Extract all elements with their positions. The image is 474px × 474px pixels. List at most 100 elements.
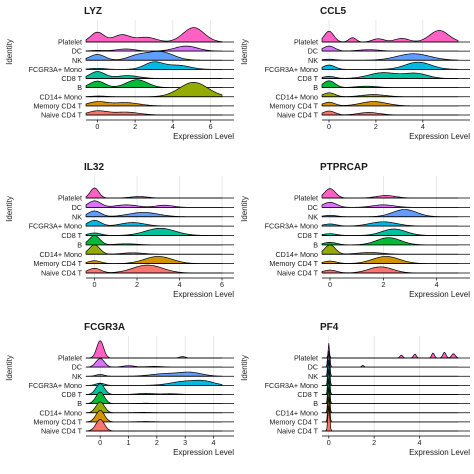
ridge-dc [85, 358, 223, 368]
ridge-memory-cd4-t [321, 396, 459, 423]
category-label: NK [72, 372, 82, 381]
ridge-fcgr3a-mono [321, 61, 459, 70]
ridge-nk [321, 53, 459, 61]
ridge-platelet [85, 27, 223, 43]
category-label: B [313, 240, 318, 249]
x-tick-label: 2 [381, 280, 385, 289]
category-label: CD8 T [297, 231, 318, 240]
x-tick-label: 2 [374, 122, 378, 131]
x-tick-label: 2 [372, 438, 376, 447]
ridge-cd14-mono [321, 387, 459, 414]
category-label: CD14+ Mono [275, 92, 318, 101]
category-label: Memory CD4 T [33, 417, 82, 426]
ridge-platelet [321, 30, 459, 43]
ridge-nk [85, 50, 223, 61]
category-label: DC [308, 203, 318, 212]
category-label: B [77, 399, 82, 408]
category-label: DC [72, 363, 82, 372]
category-label: B [313, 399, 318, 408]
x-axis-title: Expression Level [173, 132, 234, 141]
x-axis-title: Expression Level [409, 132, 470, 141]
ridge-cd8-t [321, 368, 459, 395]
x-tick-label: 4 [171, 122, 175, 131]
category-label: FCGR3A+ Mono [265, 222, 318, 231]
category-label: Memory CD4 T [269, 259, 318, 268]
x-tick-label: 6 [209, 122, 213, 131]
ridge-memory-cd4-t [85, 101, 223, 107]
ridge-platelet [85, 340, 223, 359]
y-axis-title: Identity [240, 196, 249, 222]
ridge-b [85, 235, 223, 246]
x-tick-label: 0 [327, 438, 331, 447]
ridge-naive-cd4-t [85, 264, 223, 274]
ridge-fcgr3a-mono [321, 359, 459, 386]
ridge-b [321, 80, 459, 88]
y-axis-title: Identity [5, 39, 14, 65]
category-label: NK [308, 212, 318, 221]
x-tick-label: 4 [417, 438, 421, 447]
category-label: CD14+ Mono [39, 250, 82, 259]
y-axis-title: Identity [5, 196, 14, 222]
category-label: NK [308, 56, 318, 65]
x-axis-title: Expression Level [409, 290, 470, 299]
ridge-naive-cd4-t [321, 405, 459, 432]
category-label: Naive CD4 T [277, 111, 319, 120]
ridge-fcgr3a-mono [321, 221, 459, 227]
x-axis-title: Expression Level [173, 290, 234, 299]
ridge-platelet [321, 351, 459, 359]
category-label: Platelet [58, 354, 82, 363]
ridge-fcgr3a-mono [85, 61, 223, 70]
category-label: CD8 T [297, 74, 318, 83]
category-label: FCGR3A+ Mono [29, 222, 82, 231]
x-tick-label: 2 [135, 280, 139, 289]
category-label: NK [308, 372, 318, 381]
category-label: Memory CD4 T [33, 259, 82, 268]
ridge-fcgr3a-mono [85, 379, 223, 386]
ridge-cd14-mono [321, 92, 459, 98]
category-label: Platelet [294, 194, 318, 203]
category-label: B [313, 83, 318, 92]
x-tick-label: 0 [95, 122, 99, 131]
ridge-dc [85, 200, 223, 208]
ridge-nk [85, 371, 223, 377]
category-label: B [77, 83, 82, 92]
category-label: DC [308, 363, 318, 372]
ridge-platelet [85, 187, 223, 199]
y-axis-title: Identity [240, 355, 249, 381]
category-label: Naive CD4 T [41, 427, 83, 436]
panel-title: IL32 [84, 162, 104, 173]
x-tick-label: 2 [155, 438, 159, 447]
category-label: Platelet [294, 354, 318, 363]
category-label: NK [72, 212, 82, 221]
ridge-cd14-mono [85, 244, 223, 255]
category-label: Memory CD4 T [269, 417, 318, 426]
x-tick-label: 3 [183, 438, 187, 447]
x-axis-title: Expression Level [173, 448, 234, 457]
x-tick-label: 0 [93, 280, 97, 289]
ridge-dc [321, 45, 459, 52]
category-label: Naive CD4 T [41, 111, 83, 120]
ridge-naive-cd4-t [85, 110, 223, 116]
category-label: Platelet [58, 38, 82, 47]
ridge-cd14-mono [321, 244, 459, 255]
x-tick-label: 4 [421, 122, 425, 131]
panel-title: PF4 [320, 322, 339, 333]
category-label: DC [72, 203, 82, 212]
category-label: DC [308, 47, 318, 56]
ridge-memory-cd4-t [321, 101, 459, 107]
category-label: CD8 T [61, 231, 82, 240]
category-label: Memory CD4 T [269, 101, 318, 110]
x-tick-label: 4 [178, 280, 182, 289]
category-label: Platelet [294, 38, 318, 47]
ridge-cd8-t [85, 71, 223, 79]
category-label: Naive CD4 T [41, 269, 83, 278]
ridge-cd8-t [321, 228, 459, 236]
category-label: Memory CD4 T [33, 101, 82, 110]
panel-title: LYZ [84, 6, 102, 17]
panel-title: FCGR3A [84, 322, 125, 333]
